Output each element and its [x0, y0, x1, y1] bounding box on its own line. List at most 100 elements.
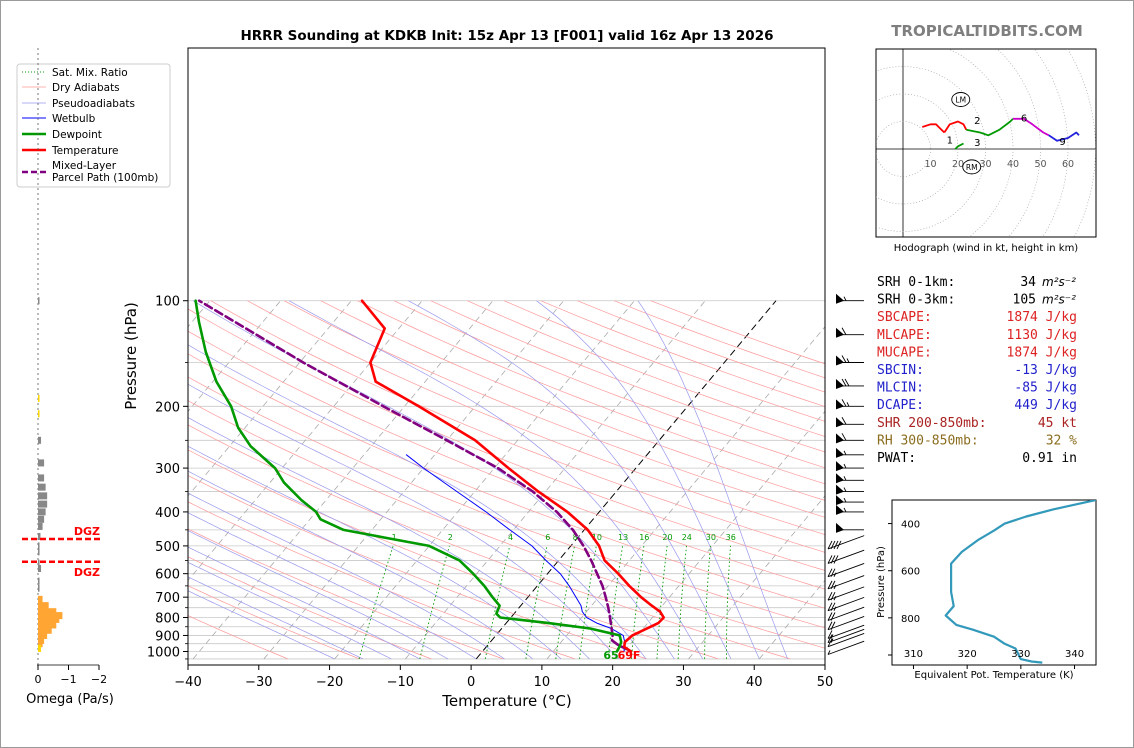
- x-tick-label: 0: [467, 675, 475, 690]
- barb-staff: [827, 575, 865, 590]
- index-label: PWAT:: [877, 451, 916, 466]
- omega-tick-label: 0: [35, 673, 42, 686]
- hodo-segment: [922, 123, 945, 134]
- barb-pennant: [836, 399, 844, 410]
- omega-bar: [38, 621, 57, 629]
- hodo-ring-label: 50: [1034, 159, 1046, 170]
- omega-bar: [38, 483, 46, 491]
- isotherm: [188, 300, 352, 497]
- omega-bar: [38, 626, 52, 634]
- wind-barb: [836, 293, 864, 304]
- x-tick-label: −20: [316, 675, 343, 690]
- barb-pennant: [836, 327, 844, 338]
- x-tick-label: 30: [675, 675, 692, 690]
- surface-dewpoint-label: 65: [603, 649, 618, 662]
- omega-bar: [38, 395, 40, 403]
- barb-staff: [827, 535, 865, 550]
- barb-flag: [841, 417, 847, 425]
- isotherm: [263, 300, 564, 660]
- x-tick-label: 20: [604, 675, 621, 690]
- wind-barb: [836, 327, 864, 338]
- omega-bar: [38, 492, 48, 500]
- omega-bar: [38, 602, 49, 610]
- barb-half: [843, 450, 847, 456]
- barb-pennant: [836, 504, 844, 515]
- barb-flag: [827, 540, 833, 550]
- omega-tick-label: −1: [60, 673, 76, 686]
- barb-flag: [830, 612, 836, 621]
- hodograph-frame: [875, 48, 1097, 238]
- index-unit: m²s⁻²: [1042, 293, 1076, 307]
- omega-bar: [38, 436, 42, 444]
- barb-staff: [827, 616, 865, 631]
- barb-pennant: [836, 495, 844, 506]
- barb-flag: [827, 634, 833, 643]
- omega-bar: [38, 559, 40, 567]
- pseudoadiabat: [188, 492, 505, 660]
- indices-table: SRH 0-1km: 34 m²s⁻² SRH 0-3km: 105 m²s⁻² SBCAP…: [877, 275, 1077, 466]
- index-value: 105: [1013, 293, 1036, 308]
- dry-adiabat: [188, 308, 825, 571]
- skewt-axes-frame: [187, 47, 826, 666]
- index-label: SRH 0-1km:: [877, 275, 955, 290]
- omega-bar: [38, 565, 42, 573]
- legend-dry-adiabats: Dry Adiabats: [52, 82, 120, 94]
- index-value: 0.91 in: [1022, 451, 1077, 466]
- wind-barb: [836, 522, 864, 533]
- legend-temperature: Temperature: [51, 145, 119, 157]
- barb-half: [846, 358, 850, 363]
- omega-bar: [38, 297, 40, 305]
- theta-frame: [891, 499, 1097, 666]
- hodo-segment: [943, 120, 968, 134]
- hodo-ring: [876, 121, 931, 177]
- theta-clip: [944, 500, 1096, 664]
- barb-half: [833, 584, 837, 590]
- hodo-segment: [966, 118, 1014, 137]
- barb-staff: [827, 606, 865, 621]
- hodo-segment: [954, 142, 964, 150]
- barb-flag: [830, 621, 836, 630]
- dgz-label: DGZ: [74, 566, 100, 579]
- wind-barb: [836, 399, 864, 410]
- dry-adiabat: [188, 585, 360, 660]
- hodo-height-label: 2: [974, 116, 980, 127]
- omega-panel: DGZ DGZ 0 −1 −2: [22, 48, 107, 686]
- series-dewpoint: [194, 299, 623, 653]
- mix-ratio-line: [358, 545, 394, 660]
- index-label: DCAPE:: [877, 398, 924, 413]
- mix-ratio-label: 30: [706, 533, 716, 542]
- mix-ratio-label: 16: [639, 533, 649, 542]
- legend-parcel: Mixed-Layer Parcel Path (100mb): [52, 160, 158, 184]
- storm-motion-label: RM: [966, 163, 978, 172]
- y-tick-label: 300: [155, 462, 180, 477]
- dry-adiabat: [188, 556, 432, 660]
- dry-adiabat: [283, 300, 825, 518]
- pseudoadiabat: [188, 445, 562, 660]
- isotherm: [546, 326, 825, 660]
- wind-barb: [836, 473, 864, 484]
- hodo-ring-label: 30: [979, 159, 991, 170]
- barb-pennant: [836, 447, 844, 458]
- barb-flag: [836, 540, 842, 550]
- mix-ratio-line: [704, 545, 712, 659]
- omega-bar: [38, 500, 48, 508]
- hodo-height-label: 9: [1059, 137, 1065, 148]
- barb-flag: [827, 612, 833, 621]
- dry-adiabat: [188, 615, 289, 660]
- index-value: 1130 J/kg: [1007, 328, 1077, 343]
- omega-bar: [38, 595, 43, 603]
- wind-barb: [827, 549, 865, 564]
- index-label: SHR 200-850mb:: [877, 416, 987, 431]
- storm-motion-marker: [962, 159, 982, 175]
- series-temperature: [360, 299, 666, 653]
- barb-pennant: [836, 473, 844, 484]
- hodo-segment: [1048, 131, 1080, 142]
- theta-x-label: 340: [1065, 649, 1084, 660]
- isotherm: [0, 301, 139, 659]
- omega-bar: [38, 474, 45, 482]
- barb-pennant: [836, 378, 844, 389]
- wind-barb: [836, 417, 864, 428]
- mix-ratio-label: 20: [662, 533, 672, 542]
- wind-barb: [827, 628, 865, 644]
